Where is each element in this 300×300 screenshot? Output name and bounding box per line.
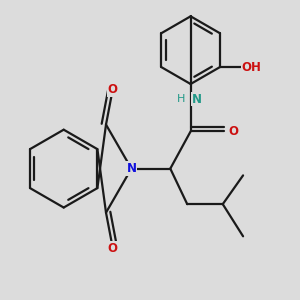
Text: O: O	[108, 242, 118, 255]
Text: N: N	[192, 93, 202, 106]
Text: N: N	[126, 162, 136, 175]
Text: OH: OH	[242, 61, 261, 74]
Text: O: O	[108, 82, 118, 96]
Text: H: H	[177, 94, 186, 104]
Text: O: O	[228, 125, 238, 138]
